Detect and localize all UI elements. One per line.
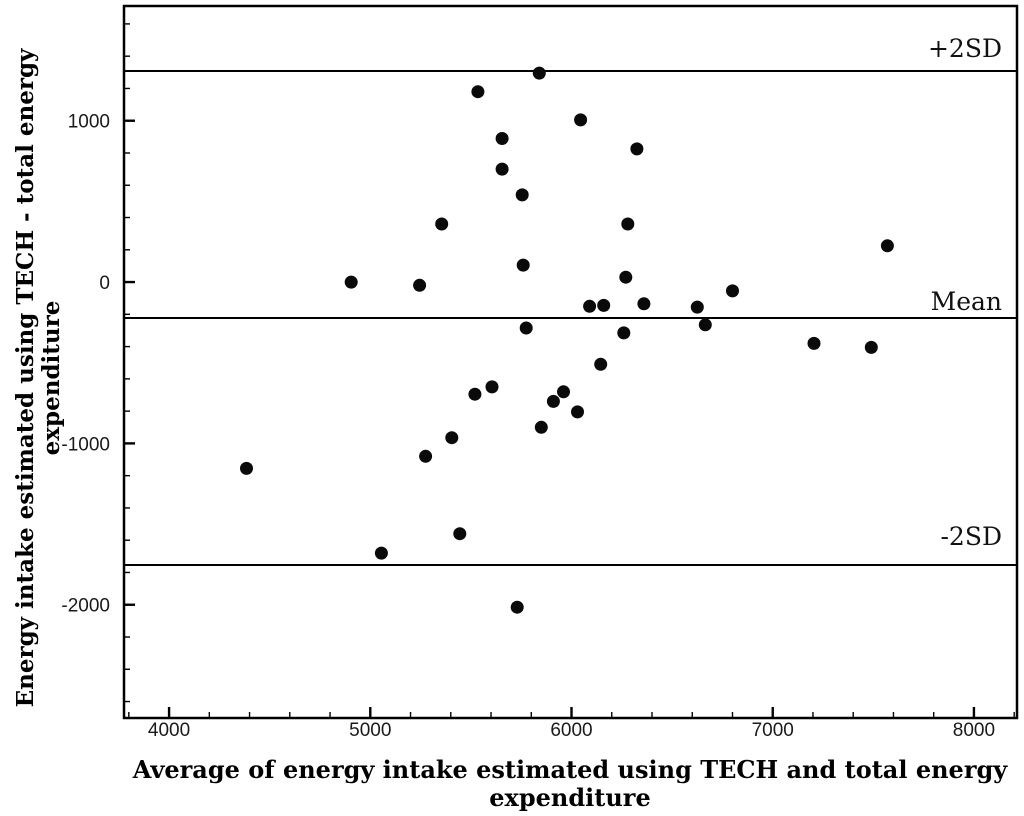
data-point xyxy=(534,420,548,434)
data-point xyxy=(519,321,533,335)
x-tick-label: 6000 xyxy=(550,720,592,741)
data-point xyxy=(619,270,633,284)
data-point xyxy=(532,66,546,80)
axis-ticks xyxy=(124,23,1015,718)
y-tick-label: -2000 xyxy=(61,596,110,617)
data-point xyxy=(546,394,560,408)
data-point xyxy=(557,385,570,399)
data-point xyxy=(617,326,631,340)
data-point xyxy=(597,298,611,312)
data-point xyxy=(495,162,509,176)
y-axis-title: Energy intake estimated using TECH - tot… xyxy=(12,48,65,707)
data-point xyxy=(726,284,739,298)
data-point xyxy=(621,217,635,231)
x-axis-title: Average of energy intake estimated using… xyxy=(132,755,1008,812)
x-tick-label: 7000 xyxy=(752,720,794,741)
data-point xyxy=(583,299,597,313)
y-tick-label: 1000 xyxy=(68,112,110,133)
reference-label: -2SD xyxy=(940,522,1002,551)
data-point xyxy=(510,600,524,614)
data-point xyxy=(453,527,467,541)
data-point xyxy=(413,278,427,292)
data-point xyxy=(880,239,894,253)
y-tick-label: 0 xyxy=(99,273,110,294)
y-axis-title-line1: Energy intake estimated using TECH - tot… xyxy=(12,48,39,707)
data-point xyxy=(630,142,644,156)
plot-border xyxy=(122,4,1019,720)
data-point xyxy=(468,387,482,401)
data-point xyxy=(864,340,878,354)
data-point xyxy=(594,357,608,371)
data-point xyxy=(495,132,509,145)
x-axis-title-line1: Average of energy intake estimated using… xyxy=(132,755,1008,784)
reference-label: Mean xyxy=(931,287,1002,316)
data-point xyxy=(574,113,588,127)
data-point xyxy=(571,405,584,419)
x-tick-label: 4000 xyxy=(148,720,190,741)
data-point xyxy=(698,318,712,332)
x-tick-label: 5000 xyxy=(349,720,391,741)
data-point xyxy=(240,461,253,475)
data-point xyxy=(445,431,459,445)
data-point xyxy=(807,336,821,350)
reference-label: +2SD xyxy=(928,34,1002,63)
reference-line-labels: +2SD Mean -2SD xyxy=(928,34,1002,551)
data-point xyxy=(419,449,433,463)
data-point xyxy=(637,297,651,311)
reference-lines xyxy=(124,70,1017,567)
data-point xyxy=(690,300,704,314)
data-point xyxy=(471,85,485,99)
y-axis-title-line2: expenditure xyxy=(38,301,65,456)
data-point xyxy=(516,258,530,272)
data-points xyxy=(240,66,894,614)
data-point xyxy=(374,546,388,560)
x-tick-label: 8000 xyxy=(953,720,995,741)
data-point xyxy=(344,275,358,289)
data-point xyxy=(435,217,449,231)
data-point xyxy=(515,188,529,202)
x-axis-title-line2: expenditure xyxy=(489,783,650,812)
tick-labels: 4000 5000 6000 7000 8000 1000 0 -1000 -2000 xyxy=(61,112,995,741)
data-point xyxy=(485,380,499,394)
y-tick-label: -1000 xyxy=(61,434,110,455)
